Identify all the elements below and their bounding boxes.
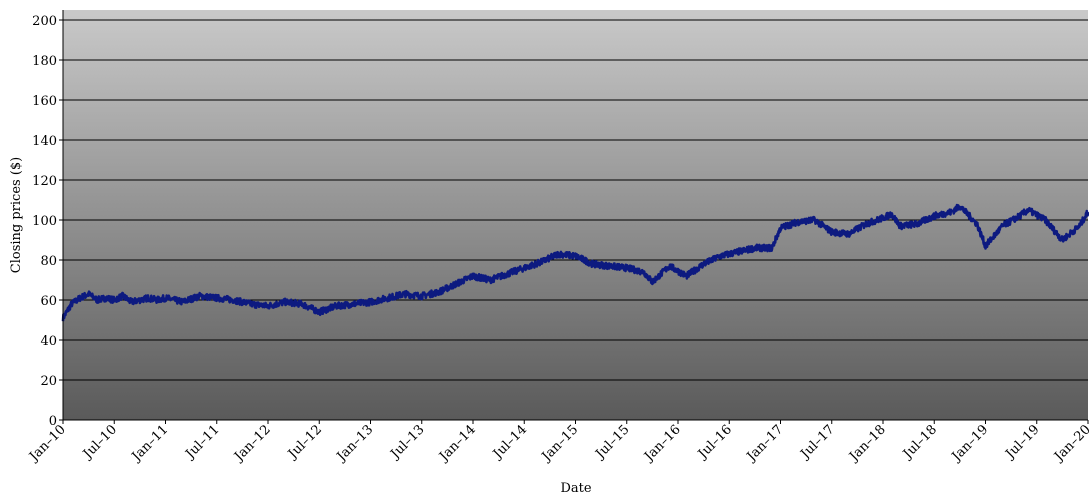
y-tick-label: 200 <box>32 14 57 29</box>
y-tick-label: 120 <box>32 174 57 189</box>
plot-area <box>63 10 1088 420</box>
x-tick-label: Jul–19 <box>1002 422 1043 463</box>
x-tick-label: Jul–10 <box>79 422 120 463</box>
x-tick-label: Jan–18 <box>845 422 888 465</box>
x-tick-label: Jan–19 <box>948 422 991 465</box>
series-line <box>61 203 1089 322</box>
y-axis-title: Closing prices ($) <box>9 157 24 273</box>
y-tick-label: 40 <box>40 334 57 349</box>
series-layer <box>61 203 1089 322</box>
x-tick-label: Jan–16 <box>640 422 683 465</box>
y-tick-label: 100 <box>32 214 57 229</box>
x-tick-label: Jan–13 <box>333 422 376 465</box>
x-axis-ticks: Jan–10 Jul–10 Jan–11 Jul–11 Jan–12 Jul–12 Jan–… <box>25 420 1089 466</box>
y-tick-label: 140 <box>32 134 57 149</box>
x-tick-label: Jan–11 <box>128 422 171 465</box>
x-tick-label: Jan–20 <box>1050 422 1089 465</box>
y-axis-ticks: 0 20 40 60 80 100 120 140 160 180 200 <box>32 14 63 429</box>
x-tick-label: Jul–18 <box>899 422 940 463</box>
x-tick-label: Jul–11 <box>182 422 223 463</box>
y-tick-label: 60 <box>40 294 57 309</box>
x-tick-label: Jan–15 <box>538 422 581 465</box>
y-tick-label: 180 <box>32 54 57 69</box>
x-tick-label: Jan–12 <box>230 422 273 465</box>
x-tick-label: Jul–15 <box>592 422 633 463</box>
x-tick-label: Jan–14 <box>435 422 478 465</box>
y-tick-label: 0 <box>49 414 57 429</box>
y-tick-label: 20 <box>40 374 57 389</box>
x-axis-title: Date <box>560 481 591 496</box>
x-tick-label: Jan–17 <box>743 422 786 465</box>
x-tick-label: Jul–14 <box>489 422 530 463</box>
x-tick-label: Jul–12 <box>284 422 325 463</box>
x-tick-label: Jul–16 <box>694 422 735 463</box>
y-tick-label: 160 <box>32 94 57 109</box>
x-tick-label: Jan–10 <box>25 422 68 465</box>
x-tick-label: Jul–13 <box>387 422 428 463</box>
y-tick-label: 80 <box>40 254 57 269</box>
x-tick-label: Jul–17 <box>797 422 838 463</box>
